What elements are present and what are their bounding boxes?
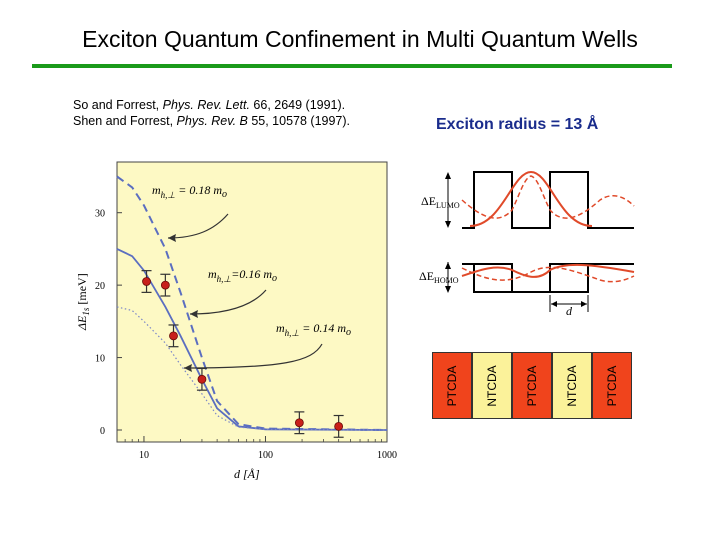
- y-tick-label: 20: [95, 281, 105, 292]
- y-axis-label: ΔE1s [meV]: [75, 273, 91, 331]
- layer-label: NTCDA: [485, 364, 499, 407]
- svg-text:mh,⊥ = 0.18 mo: mh,⊥ = 0.18 mo: [152, 183, 227, 200]
- data-point: [160, 280, 170, 290]
- reference-authors: Shen and Forrest,: [73, 114, 177, 128]
- data-point: [142, 277, 151, 286]
- lumo-band-edge: [462, 171, 634, 229]
- homo-wavefunction-dashed: [461, 266, 635, 283]
- reference-journal: Phys. Rev. B: [176, 114, 248, 128]
- x-tick-label: 100: [258, 450, 273, 461]
- annotation-016: mh,⊥=0.16 mo: [189, 267, 277, 318]
- title-underline: [32, 64, 672, 68]
- annotation-014: mh,⊥ = 0.14 mo: [183, 321, 351, 372]
- annotation-018: mh,⊥ = 0.18 mo: [152, 183, 229, 242]
- lumo-wavefunction-dashed: [461, 175, 635, 219]
- stack-layer-ntcda-1: NTCDA: [472, 352, 512, 419]
- page-title: Exciton Quantum Confinement in Multi Qua…: [82, 26, 638, 52]
- reference-1: So and Forrest, Phys. Rev. Lett. 66, 264…: [73, 98, 345, 113]
- lumo-wavefunction-solid: [469, 170, 593, 227]
- y-tick-label: 30: [95, 209, 105, 220]
- lumo-offset-label: ΔELUMO: [421, 194, 460, 210]
- reference-details: 55, 10578 (1997).: [247, 114, 351, 128]
- curve-dashed: [116, 175, 388, 431]
- svg-text:mh,⊥=0.16 mo: mh,⊥=0.16 mo: [208, 267, 277, 284]
- stack-layer-ptcda-1: PTCDA: [432, 352, 472, 419]
- layer-label: PTCDA: [445, 365, 459, 406]
- exciton-radius-label: Exciton radius = 13 Å: [436, 116, 599, 133]
- reference-2: Shen and Forrest, Phys. Rev. B 55, 10578…: [73, 114, 350, 129]
- y-tick-label: 0: [100, 426, 105, 437]
- svg-text:mh,⊥ = 0.14 mo: mh,⊥ = 0.14 mo: [276, 321, 351, 338]
- reference-details: 66, 2649 (1991).: [249, 98, 346, 112]
- layer-label: PTCDA: [605, 365, 619, 406]
- homo-wavefunction-solid: [461, 263, 635, 278]
- data-point: [294, 418, 304, 428]
- data-point: [169, 331, 178, 341]
- data-point: [334, 421, 344, 431]
- curve-dotted: [116, 306, 388, 431]
- homo-offset-label: ΔEHOMO: [419, 269, 459, 285]
- layer-label: NTCDA: [565, 364, 579, 407]
- homo-band-edge: [462, 263, 634, 293]
- x-axis-label: d [Å]: [234, 467, 260, 481]
- layer-label: PTCDA: [525, 365, 539, 406]
- x-tick-label: 10: [139, 450, 149, 461]
- x-tick-label: 1000: [377, 450, 397, 461]
- stack-layer-ntcda-2: NTCDA: [552, 352, 592, 419]
- stack-layer-ptcda-2: PTCDA: [512, 352, 552, 419]
- data-point: [197, 374, 207, 384]
- well-width-label: d: [566, 304, 573, 318]
- reference-authors: So and Forrest,: [73, 98, 163, 112]
- y-tick-label: 10: [95, 354, 105, 365]
- reference-journal: Phys. Rev. Lett.: [162, 98, 250, 112]
- stack-layer-ptcda-3: PTCDA: [592, 352, 632, 419]
